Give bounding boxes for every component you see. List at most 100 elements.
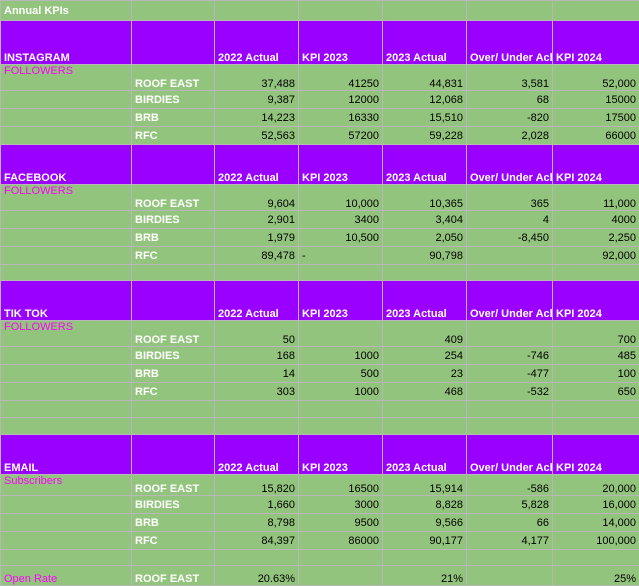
- empty-cell[interactable]: [299, 550, 383, 566]
- empty-cell[interactable]: [467, 265, 553, 281]
- empty-cell[interactable]: [1, 532, 132, 550]
- kpi-2023-cell[interactable]: 3400: [299, 211, 383, 229]
- header-2023-actual[interactable]: 2023 Actual: [383, 281, 467, 321]
- empty-cell[interactable]: [1, 247, 132, 265]
- actual-2023-cell[interactable]: 254: [383, 347, 467, 365]
- actual-2022-cell[interactable]: 1,660: [215, 496, 299, 514]
- empty-cell[interactable]: [1, 91, 132, 109]
- header-kpi-2023[interactable]: KPI 2023: [299, 145, 383, 185]
- metric-label-cell[interactable]: Subscribers: [1, 475, 132, 496]
- actual-2022-cell[interactable]: 168: [215, 347, 299, 365]
- kpi-2023-cell[interactable]: 10,000: [299, 185, 383, 211]
- over-under-cell[interactable]: 3,581: [467, 65, 553, 91]
- channel-cell[interactable]: RFC: [132, 127, 215, 145]
- empty-cell[interactable]: [132, 550, 215, 566]
- section-name-cell[interactable]: TIK TOK: [1, 281, 132, 321]
- actual-2023-cell[interactable]: 44,831: [383, 65, 467, 91]
- actual-2022-cell[interactable]: 1,979: [215, 229, 299, 247]
- actual-2023-cell[interactable]: 59,228: [383, 127, 467, 145]
- empty-cell[interactable]: [1, 229, 132, 247]
- actual-2023-cell[interactable]: 12,068: [383, 91, 467, 109]
- empty-cell[interactable]: [215, 265, 299, 281]
- kpi-2023-cell[interactable]: 57200: [299, 127, 383, 145]
- header-kpi-2024[interactable]: KPI 2024: [553, 21, 639, 65]
- kpi-2024-cell[interactable]: 650: [553, 383, 639, 401]
- kpi-2024-cell[interactable]: 16,000: [553, 496, 639, 514]
- empty-cell[interactable]: [383, 265, 467, 281]
- header-empty-cell[interactable]: [132, 21, 215, 65]
- kpi-2024-cell[interactable]: 485: [553, 347, 639, 365]
- actual-2022-cell[interactable]: 303: [215, 383, 299, 401]
- empty-cell[interactable]: [132, 1, 215, 21]
- kpi-2023-cell[interactable]: 10,500: [299, 229, 383, 247]
- over-under-cell[interactable]: 66: [467, 514, 553, 532]
- channel-cell[interactable]: BIRDIES: [132, 211, 215, 229]
- empty-cell[interactable]: [1, 265, 132, 281]
- empty-cell[interactable]: [553, 1, 639, 21]
- over-under-cell[interactable]: 365: [467, 185, 553, 211]
- empty-cell[interactable]: [1, 550, 132, 566]
- header-over-under[interactable]: Over/ Under Achieved KPI 2023: [467, 21, 553, 65]
- kpi-2024-cell[interactable]: 100,000: [553, 532, 639, 550]
- channel-cell[interactable]: ROOF EAST: [132, 566, 215, 586]
- empty-cell[interactable]: [467, 1, 553, 21]
- over-under-cell[interactable]: 5,828: [467, 496, 553, 514]
- kpi-2023-cell[interactable]: 12000: [299, 91, 383, 109]
- header-2022-actual[interactable]: 2022 Actual: [215, 435, 299, 475]
- empty-cell[interactable]: [1, 383, 132, 401]
- sheet-title-cell[interactable]: Annual KPIs: [1, 1, 132, 21]
- empty-cell[interactable]: [1, 347, 132, 365]
- open-rate-label-cell[interactable]: Open Rate: [1, 566, 132, 586]
- kpi-2023-cell[interactable]: [299, 321, 383, 347]
- channel-cell[interactable]: RFC: [132, 247, 215, 265]
- kpi-2023-cell[interactable]: 500: [299, 365, 383, 383]
- empty-cell[interactable]: [383, 550, 467, 566]
- kpi-2023-cell[interactable]: 16330: [299, 109, 383, 127]
- header-kpi-2023[interactable]: KPI 2023: [299, 281, 383, 321]
- empty-cell[interactable]: [1, 496, 132, 514]
- empty-cell[interactable]: [1, 418, 132, 435]
- channel-cell[interactable]: BIRDIES: [132, 91, 215, 109]
- header-kpi-2024[interactable]: KPI 2024: [553, 281, 639, 321]
- header-over-under[interactable]: Over/ Under Achieved KPI 2023: [467, 281, 553, 321]
- kpi-2024-cell[interactable]: 700: [553, 321, 639, 347]
- section-name-cell[interactable]: EMAIL: [1, 435, 132, 475]
- metric-label-cell[interactable]: FOLLOWERS: [1, 65, 132, 91]
- actual-2022-cell[interactable]: 2,901: [215, 211, 299, 229]
- channel-cell[interactable]: BRB: [132, 365, 215, 383]
- channel-cell[interactable]: BIRDIES: [132, 347, 215, 365]
- channel-cell[interactable]: BRB: [132, 229, 215, 247]
- actual-2023-cell[interactable]: 23: [383, 365, 467, 383]
- actual-2022-cell[interactable]: 52,563: [215, 127, 299, 145]
- header-2023-actual[interactable]: 2023 Actual: [383, 435, 467, 475]
- over-under-cell[interactable]: -746: [467, 347, 553, 365]
- over-under-cell[interactable]: [467, 321, 553, 347]
- kpi-2023-cell[interactable]: [299, 566, 383, 586]
- header-empty-cell[interactable]: [132, 145, 215, 185]
- kpi-2023-cell[interactable]: 16500: [299, 475, 383, 496]
- header-kpi-2023[interactable]: KPI 2023: [299, 435, 383, 475]
- kpi-2024-cell[interactable]: 14,000: [553, 514, 639, 532]
- actual-2022-cell[interactable]: 9,604: [215, 185, 299, 211]
- metric-label-cell[interactable]: FOLLOWERS: [1, 321, 132, 347]
- actual-2022-cell[interactable]: 14,223: [215, 109, 299, 127]
- over-under-cell[interactable]: 2,028: [467, 127, 553, 145]
- kpi-2023-cell[interactable]: 1000: [299, 347, 383, 365]
- actual-2022-cell[interactable]: 20.63%: [215, 566, 299, 586]
- empty-cell[interactable]: [215, 401, 299, 418]
- kpi-2024-cell[interactable]: 2,250: [553, 229, 639, 247]
- over-under-cell[interactable]: -532: [467, 383, 553, 401]
- over-under-cell[interactable]: [467, 566, 553, 586]
- kpi-2024-cell[interactable]: 52,000: [553, 65, 639, 91]
- over-under-cell[interactable]: -477: [467, 365, 553, 383]
- empty-cell[interactable]: [1, 127, 132, 145]
- actual-2023-cell[interactable]: 15,914: [383, 475, 467, 496]
- empty-cell[interactable]: [1, 401, 132, 418]
- channel-cell[interactable]: BRB: [132, 514, 215, 532]
- kpi-2024-cell[interactable]: 100: [553, 365, 639, 383]
- over-under-cell[interactable]: 68: [467, 91, 553, 109]
- actual-2023-cell[interactable]: 468: [383, 383, 467, 401]
- actual-2022-cell[interactable]: 84,397: [215, 532, 299, 550]
- actual-2022-cell[interactable]: 37,488: [215, 65, 299, 91]
- actual-2023-cell[interactable]: 2,050: [383, 229, 467, 247]
